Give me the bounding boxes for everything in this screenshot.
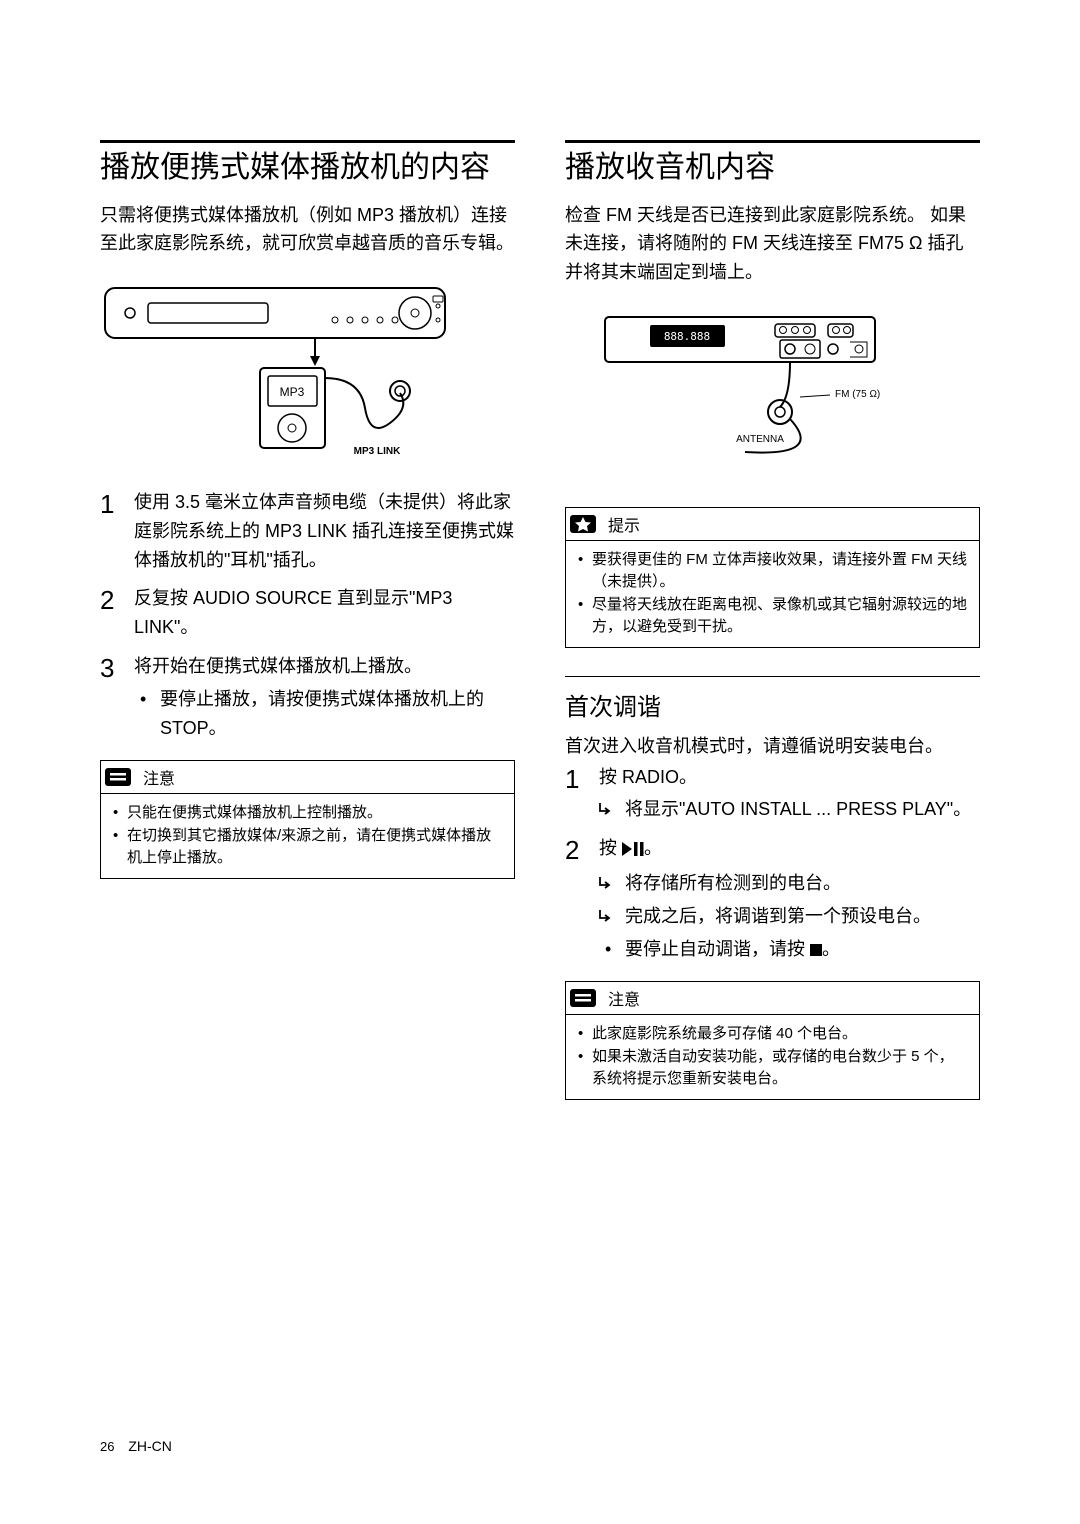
tuning-steps: 按 RADIO。 将显示"AUTO INSTALL ... PRESS PLAY…: [565, 763, 980, 964]
stop-icon: [810, 944, 822, 956]
tuning-step-1: 按 RADIO。 将显示"AUTO INSTALL ... PRESS PLAY…: [565, 763, 980, 825]
svg-text:FM (75 Ω): FM (75 Ω): [835, 389, 880, 400]
tip-icon: [566, 510, 600, 538]
step1-result: 将显示"AUTO INSTALL ... PRESS PLAY"。: [599, 795, 980, 824]
svg-text:MP3 LINK: MP3 LINK: [354, 446, 401, 457]
intro-text: 检查 FM 天线是否已连接到此家庭影院系统。 如果未连接，请将随附的 FM 天线…: [565, 201, 980, 287]
page-footer: 26 ZH-CN: [100, 1438, 172, 1454]
left-column: 播放便携式媒体播放机的内容 只需将便携式媒体播放机（例如 MP3 播放机）连接至…: [100, 140, 515, 1118]
note-item: 在切换到其它播放媒体/来源之前，请在便携式媒体播放机上停止播放。: [113, 825, 502, 870]
tip-box: 提示 要获得更佳的 FM 立体声接收效果，请连接外置 FM 天线（未提供）。 尽…: [565, 507, 980, 648]
note-box-right: 注意 此家庭影院系统最多可存储 40 个电台。 如果未激活自动安装功能，或存储的…: [565, 981, 980, 1100]
section-rule: [100, 140, 515, 143]
note-icon: [101, 763, 135, 791]
note-item: 如果未激活自动安装功能，或存储的电台数少于 5 个，系统将提示您重新安装电台。: [578, 1046, 967, 1091]
section-title-radio: 播放收音机内容: [565, 149, 980, 187]
steps-list: 使用 3.5 毫米立体声音频电缆（未提供）将此家庭影院系统上的 MP3 LINK…: [100, 488, 515, 742]
tuning-step-2: 按 。 将存储所有检测到的电台。 完成之后，将调谐到第一个预设电台。 要停止自动…: [565, 834, 980, 963]
step2-result-1: 将存储所有检测到的电台。: [599, 869, 980, 898]
section-title-portable: 播放便携式媒体播放机的内容: [100, 149, 515, 187]
svg-text:888.888: 888.888: [664, 330, 710, 343]
tip-item: 要获得更佳的 FM 立体声接收效果，请连接外置 FM 天线（未提供）。: [578, 549, 967, 594]
step-2: 反复按 AUDIO SOURCE 直到显示"MP3 LINK"。: [100, 584, 515, 642]
right-column: 播放收音机内容 检查 FM 天线是否已连接到此家庭影院系统。 如果未连接，请将随…: [565, 140, 980, 1118]
note-icon: [566, 984, 600, 1012]
step2-result-2: 完成之后，将调谐到第一个预设电台。: [599, 902, 980, 931]
subsection-title: 首次调谐: [565, 687, 980, 722]
step-1: 使用 3.5 毫米立体声音频电缆（未提供）将此家庭影院系统上的 MP3 LINK…: [100, 488, 515, 574]
note-label: 注意: [600, 982, 648, 1014]
play-pause-icon: [622, 836, 644, 865]
svg-text:MP3: MP3: [280, 385, 305, 399]
note-box-left: 注意 只能在便携式媒体播放机上控制播放。 在切换到其它播放媒体/来源之前，请在便…: [100, 760, 515, 879]
step2-stop: 要停止自动调谐，请按 。: [599, 935, 980, 964]
section-rule: [565, 140, 980, 143]
svg-text:ANTENNA: ANTENNA: [736, 434, 784, 445]
note-item: 只能在便携式媒体播放机上控制播放。: [113, 802, 502, 825]
step-3-sub: 要停止播放，请按便携式媒体播放机上的 STOP。: [134, 685, 515, 743]
mp3-diagram: MP3 MP3 LINK: [100, 278, 515, 458]
tip-item: 尽量将天线放在距离电视、录像机或其它辐射源较远的地方，以避免受到干扰。: [578, 594, 967, 639]
antenna-diagram: 888.888: [565, 307, 980, 477]
lang-code: ZH-CN: [128, 1438, 172, 1454]
step-3: 将开始在便携式媒体播放机上播放。 要停止播放，请按便携式媒体播放机上的 STOP…: [100, 652, 515, 742]
intro-text: 只需将便携式媒体播放机（例如 MP3 播放机）连接至此家庭影院系统，就可欣赏卓越…: [100, 201, 515, 259]
note-label: 注意: [135, 761, 183, 793]
subsection-rule: [565, 676, 980, 677]
page-number: 26: [100, 1439, 114, 1454]
tip-label: 提示: [600, 508, 648, 540]
subsection-intro: 首次进入收音机模式时，请遵循说明安装电台。: [565, 732, 980, 761]
note-item: 此家庭影院系统最多可存储 40 个电台。: [578, 1023, 967, 1046]
